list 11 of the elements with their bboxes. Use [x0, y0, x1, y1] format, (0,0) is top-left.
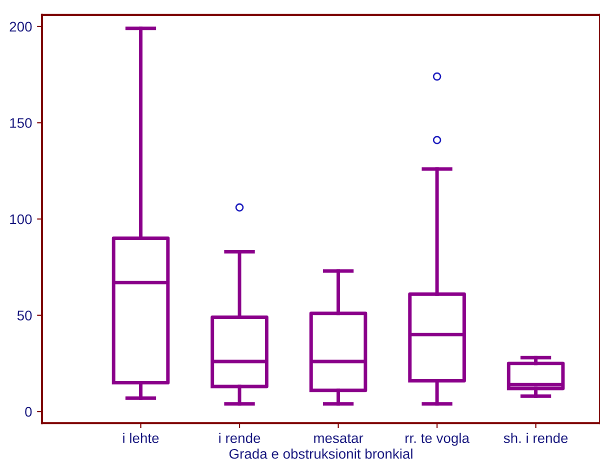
y-tick-label: 100 — [10, 214, 32, 224]
x-tick-label: i rende — [219, 432, 260, 444]
y-tick-label: 0 — [25, 406, 32, 417]
x-tick-label: i lehte — [123, 432, 159, 444]
y-tick-label: 200 — [10, 22, 32, 32]
x-tick-label: mesatar — [314, 434, 364, 444]
x-tick-label: sh. i rende — [504, 432, 568, 444]
y-tick-label: 50 — [17, 310, 32, 320]
y-tick-label: 150 — [10, 118, 32, 128]
x-tick-label: rr. te vogla — [406, 432, 470, 446]
x-axis-title: Grada e obstruksionit bronkial — [229, 448, 412, 459]
